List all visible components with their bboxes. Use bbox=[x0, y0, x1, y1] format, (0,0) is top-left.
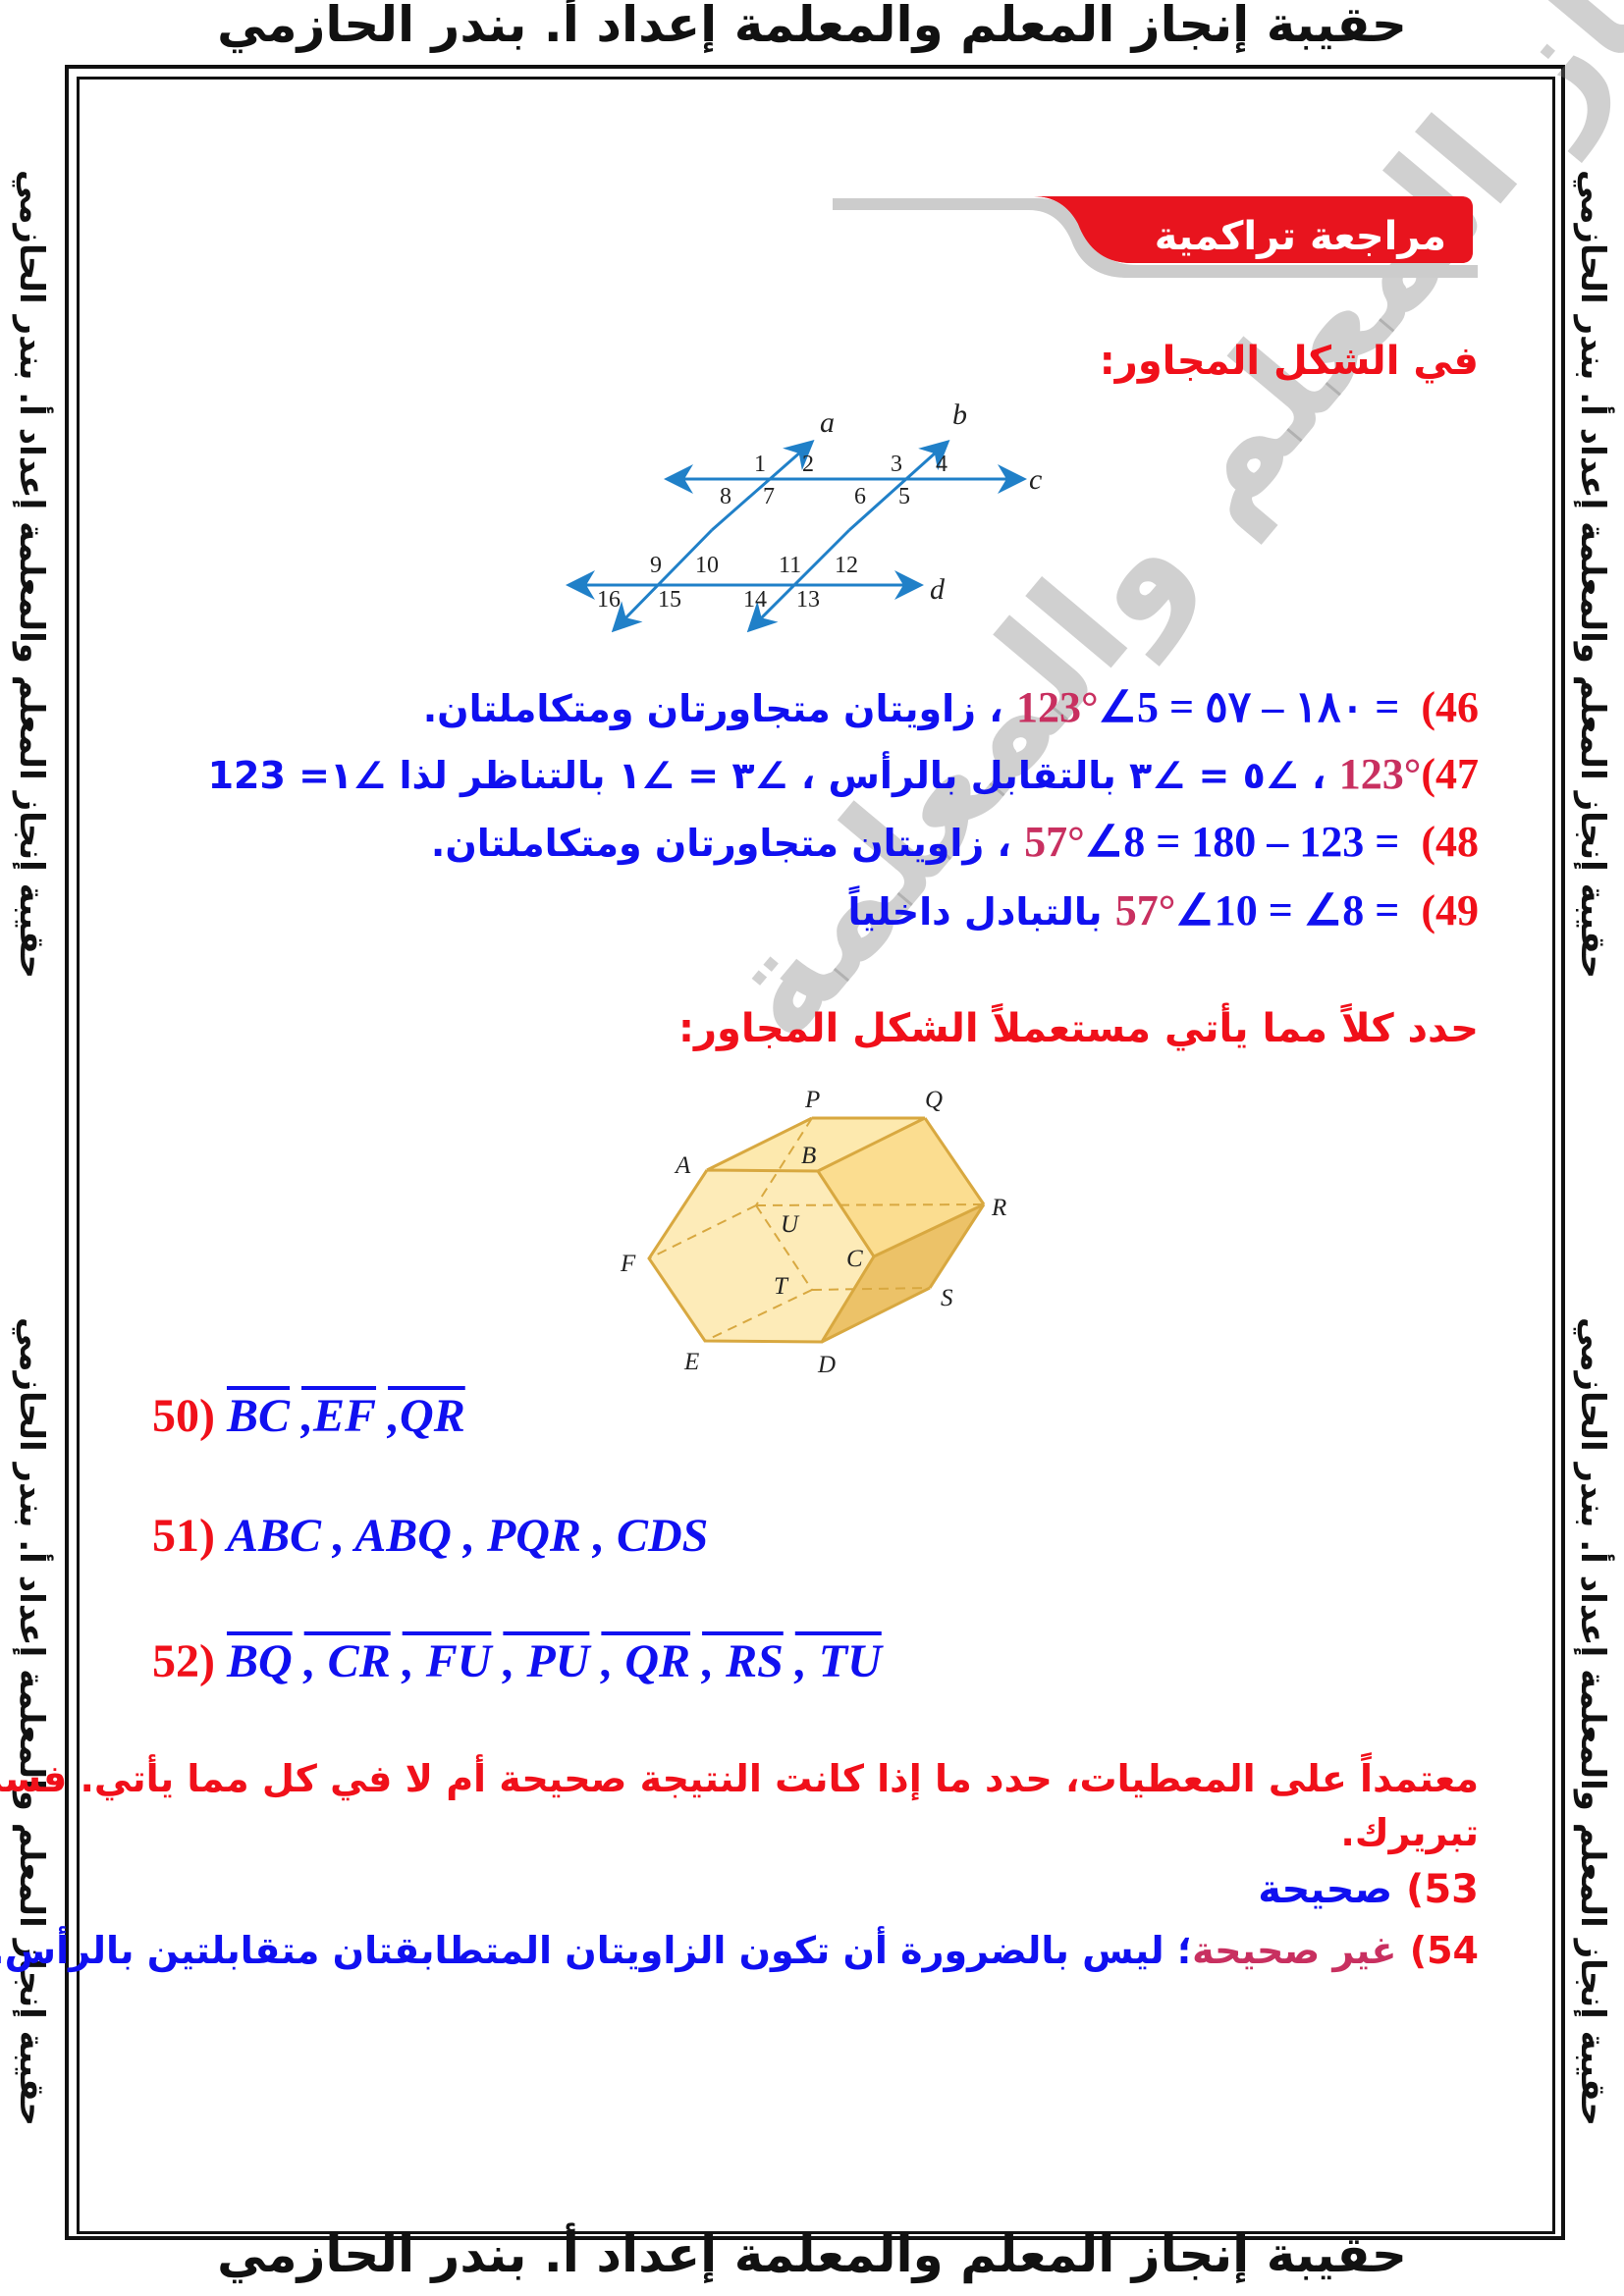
vertex-label: A bbox=[674, 1152, 691, 1179]
answer-49: 49) ∠10 = ∠8 = 57° بالتبادل داخلياً bbox=[847, 886, 1479, 934]
answer-53: 53) صحيحة bbox=[1258, 1867, 1479, 1912]
bottom-header: حقيبة إنجاز المعلم والمعلمة إعداد أ. بند… bbox=[217, 2226, 1407, 2283]
angle-label: 7 bbox=[763, 484, 775, 509]
angle-label: 1 bbox=[754, 452, 766, 477]
vertex-label: C bbox=[846, 1246, 863, 1272]
banner-shape bbox=[833, 196, 1478, 278]
angle-label: 13 bbox=[796, 587, 820, 613]
angle-label: 8 bbox=[720, 484, 731, 509]
vertex-label: S bbox=[941, 1285, 953, 1311]
line-label-b: b bbox=[952, 399, 967, 431]
page-border-outer bbox=[65, 65, 1565, 2240]
angle-label: 4 bbox=[936, 452, 947, 477]
line-label-a: a bbox=[820, 406, 835, 439]
answer-46: 46) ∠5 = ١٨٠ – ٥٧ = 123° ، زاويتان متجاو… bbox=[422, 683, 1479, 731]
answer-48: 48) ∠8 = 180 – 123 = 57° ، زاويتان متجاو… bbox=[430, 818, 1479, 866]
right-side-header: حقيبة إنجاز المعلم والمعلمة إعداد أ. بند… bbox=[1573, 169, 1612, 2127]
answer-47: 47)123° ، ∠٥ = ∠٣ بالتقابل بالرأس ، ∠٣ =… bbox=[207, 750, 1479, 798]
parallel-lines-figure: a b c d 1 2 3 4 5 6 7 8 9 10 11 12 13 14… bbox=[566, 399, 1042, 633]
vertex-label: U bbox=[781, 1211, 800, 1238]
vertex-label: P bbox=[804, 1087, 820, 1113]
angle-label: 15 bbox=[658, 587, 681, 613]
vertex-label: T bbox=[774, 1273, 789, 1300]
angle-label: 14 bbox=[743, 587, 767, 613]
top-header: حقيبة إنجاز المعلم والمعلمة إعداد أ. بند… bbox=[217, 0, 1407, 53]
q1-intro: في الشكل المجاور: bbox=[1099, 339, 1479, 384]
angle-label: 3 bbox=[891, 452, 902, 477]
vertex-label: E bbox=[683, 1349, 699, 1375]
section-banner: مراجعة تراكمية bbox=[833, 196, 1478, 278]
vertex-label: B bbox=[801, 1143, 816, 1169]
angle-label: 12 bbox=[835, 553, 858, 578]
angle-label: 10 bbox=[695, 553, 719, 578]
answer-54: 54) غير صحيحة؛ ليس بالضرورة أن تكون الزا… bbox=[0, 1929, 1479, 1972]
vertex-label: R bbox=[991, 1195, 1006, 1221]
q2-intro: حدد كلاً مما يأتي مستعملاً الشكل المجاور… bbox=[677, 1006, 1479, 1051]
vertex-label: D bbox=[817, 1352, 836, 1378]
line-label-d: d bbox=[930, 573, 946, 606]
q3-intro-line2: تبريرك. bbox=[1340, 1811, 1479, 1854]
q3-intro-line1: معتمداً على المعطيات، حدد ما إذا كانت ال… bbox=[0, 1757, 1479, 1800]
left-side-header: حقيبة إنجاز المعلم والمعلمة إعداد أ. بند… bbox=[12, 169, 51, 2127]
vertex-label: Q bbox=[925, 1087, 943, 1113]
section-title: مراجعة تراكمية bbox=[1154, 214, 1446, 259]
answer-50: 50) BC ,EF ,QR bbox=[152, 1390, 465, 1442]
vertex-label: F bbox=[620, 1251, 636, 1277]
angle-label: 9 bbox=[650, 553, 662, 578]
angle-label: 16 bbox=[597, 587, 621, 613]
answer-52: 52) BQ , CR , FU , PU , QR , RS , TU bbox=[152, 1635, 882, 1687]
angle-label: 5 bbox=[898, 484, 910, 509]
hexagonal-prism-figure: P Q A B R U F C T S E D bbox=[620, 1087, 1006, 1378]
angle-label: 6 bbox=[854, 484, 866, 509]
angle-label: 11 bbox=[779, 553, 801, 578]
page-border-inner bbox=[77, 77, 1555, 2234]
answer-51: 51) ABC , ABQ , PQR , CDS bbox=[152, 1510, 709, 1562]
angle-label: 2 bbox=[802, 452, 814, 477]
line-label-c: c bbox=[1029, 463, 1042, 496]
